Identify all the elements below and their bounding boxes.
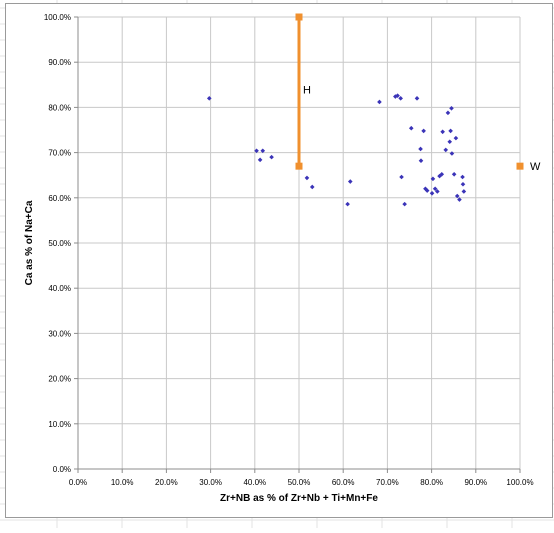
data-point — [408, 125, 414, 131]
y-tick-label: 60.0% — [48, 194, 71, 203]
x-tick-label: 60.0% — [332, 478, 355, 487]
annotation-label: H — [303, 84, 311, 96]
x-tick-label: 0.0% — [69, 478, 87, 487]
data-point — [451, 171, 457, 177]
y-tick-label: 90.0% — [48, 58, 71, 67]
data-point — [461, 189, 467, 194]
data-point — [445, 110, 451, 116]
x-tick-label: 20.0% — [155, 478, 178, 487]
y-tick-label: 20.0% — [48, 375, 71, 384]
y-tick-label: 30.0% — [48, 329, 71, 338]
data-point — [347, 179, 353, 184]
data-point — [393, 94, 398, 99]
annotation-label: W — [530, 161, 541, 173]
data-point-square — [516, 162, 524, 170]
data-point — [435, 189, 440, 194]
data-point — [430, 176, 436, 182]
x-tick-label: 40.0% — [243, 478, 266, 487]
data-point — [449, 106, 454, 111]
data-point — [439, 171, 445, 177]
data-point — [432, 186, 438, 192]
x-tick-label: 100.0% — [506, 478, 533, 487]
data-point — [457, 197, 462, 202]
x-tick-label: 90.0% — [464, 478, 487, 487]
data-point — [418, 158, 424, 164]
data-point — [421, 128, 426, 134]
data-point — [453, 135, 459, 141]
annotation-layer: HW — [303, 84, 541, 173]
data-point — [257, 157, 263, 163]
y-axis-title: Ca as % of Na+Ca — [24, 200, 35, 285]
y-axis-ticks: 0.0% 10.0% 20.0% 30.0% 40.0% 50.0% 60.0% 70.0% 8… — [44, 13, 78, 474]
data-point — [418, 146, 423, 152]
data-point-square — [295, 162, 303, 170]
data-point — [423, 186, 428, 192]
gridlines — [77, 16, 521, 470]
data-point — [460, 174, 465, 180]
data-point — [449, 151, 455, 156]
data-point — [377, 99, 382, 105]
x-tick-label: 10.0% — [111, 478, 134, 487]
data-point — [447, 139, 453, 145]
data-point — [304, 175, 310, 181]
y-tick-label: 0.0% — [53, 465, 71, 474]
data-point — [440, 129, 445, 135]
y-tick-label: 100.0% — [44, 13, 71, 22]
data-point — [269, 154, 274, 160]
data-point — [309, 184, 315, 190]
data-point — [345, 201, 350, 207]
data-point — [398, 96, 403, 101]
y-tick-label: 50.0% — [48, 239, 71, 248]
data-point — [260, 148, 266, 154]
x-tick-label: 30.0% — [199, 478, 222, 487]
data-point — [206, 96, 212, 101]
data-point — [395, 93, 400, 98]
x-tick-label: 80.0% — [420, 478, 443, 487]
y-tick-label: 70.0% — [48, 149, 71, 158]
chart-area[interactable]: 0.0% 10.0% 20.0% 30.0% 40.0% 50.0% 60.0% 70.0% 8… — [5, 3, 553, 518]
x-tick-label: 50.0% — [288, 478, 311, 487]
data-point — [424, 188, 430, 193]
data-point — [402, 201, 407, 207]
x-tick-label: 70.0% — [376, 478, 399, 487]
data-point — [454, 193, 460, 199]
data-point — [399, 174, 404, 180]
y-tick-label: 10.0% — [48, 420, 71, 429]
x-axis-title: Zr+NB as % of Zr+Nb + Ti+Mn+Fe — [220, 493, 378, 504]
x-axis-ticks: 0.0% 10.0% 20.0% 30.0% 40.0% 50.0% 60.0% 70.0% 8… — [69, 469, 534, 487]
data-point — [429, 190, 435, 196]
data-point — [448, 128, 453, 134]
data-point — [443, 147, 449, 153]
data-point — [460, 181, 466, 187]
y-tick-label: 40.0% — [48, 284, 71, 293]
y-tick-label: 80.0% — [48, 103, 71, 112]
data-point-square — [295, 13, 303, 21]
data-point — [254, 148, 259, 154]
scatter-chart: 0.0% 10.0% 20.0% 30.0% 40.0% 50.0% 60.0% 70.0% 8… — [24, 13, 541, 504]
series-layer — [206, 13, 524, 207]
data-point — [414, 96, 420, 101]
